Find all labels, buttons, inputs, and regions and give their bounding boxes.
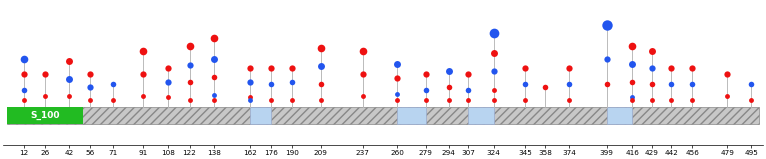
Bar <box>8 107 758 124</box>
Bar <box>8 107 83 124</box>
Bar <box>607 107 632 124</box>
Text: S_100: S_100 <box>30 111 60 120</box>
Bar <box>398 107 426 124</box>
Bar <box>250 107 271 124</box>
Bar <box>468 107 493 124</box>
